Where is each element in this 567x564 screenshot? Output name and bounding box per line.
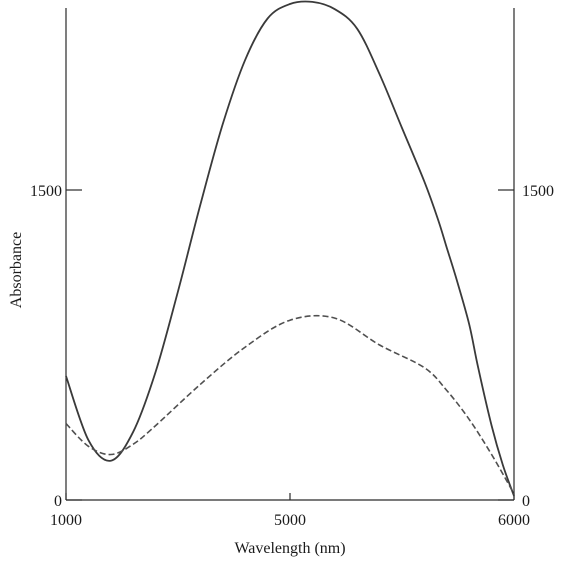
y-tick-label-left: 1500 <box>30 183 62 200</box>
x-tick-label: 1000 <box>50 512 82 529</box>
y-axis-title: Absorbance <box>8 232 25 308</box>
axis-ticks: 1000 5000 6000 0 1500 0 1500 <box>30 183 554 529</box>
y-tick-label-left: 0 <box>54 493 62 510</box>
x-axis-title: Wavelength (nm) <box>234 540 345 557</box>
x-tick-label: 6000 <box>498 512 530 529</box>
dashed-series-line <box>65 314 515 495</box>
y-tick-label-right: 1500 <box>522 183 554 200</box>
solid-series-line <box>65 0 515 497</box>
y-tick-label-right: 0 <box>522 493 530 510</box>
x-tick-label: 5000 <box>274 512 306 529</box>
plot-axes <box>65 8 515 501</box>
series-layer <box>65 0 515 497</box>
